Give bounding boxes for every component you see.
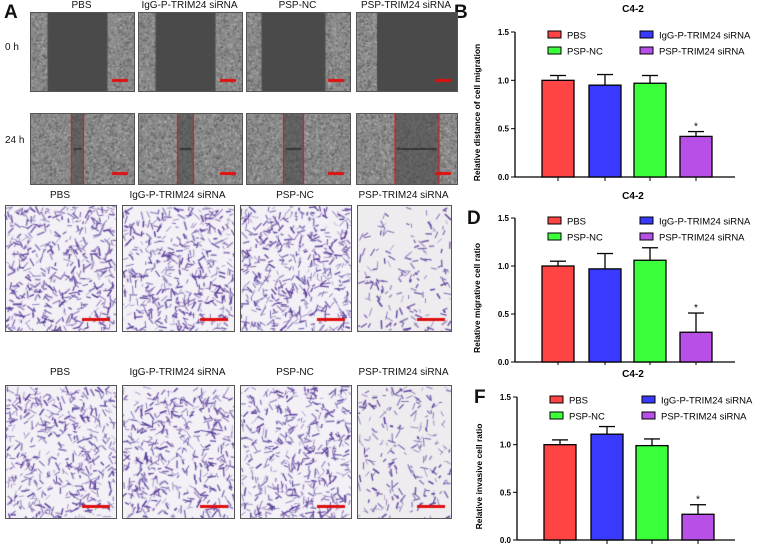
legend-label: PSP-TRIM24 siRNA xyxy=(659,233,745,244)
chart-f: C4-2 0.0 0.5 1.0 1.5 Relative invasive cell r… xyxy=(474,369,753,545)
bar xyxy=(679,135,713,178)
c-col-label: PSP-TRIM24 siRNA xyxy=(358,190,449,201)
legend-label: PSP-NC xyxy=(567,233,603,244)
y-tick-label: 0.5 xyxy=(500,488,512,497)
y-tick-label: 0.5 xyxy=(498,310,510,319)
transwell-image xyxy=(5,205,117,332)
transwell-image xyxy=(122,385,235,519)
c-col-label: IgG-P-TRIM24 siRNA xyxy=(129,190,226,201)
bar xyxy=(635,444,669,541)
legend-label: PBS xyxy=(569,396,588,407)
legend-swatch xyxy=(639,216,654,225)
significance-mark: * xyxy=(694,122,698,133)
legend-swatch xyxy=(549,395,564,404)
legend-swatch xyxy=(547,232,562,241)
bar xyxy=(679,331,713,363)
row-label-24h: 24 h xyxy=(5,135,25,146)
transwell-image xyxy=(240,205,352,332)
legend-label: PBS xyxy=(567,217,586,228)
y-tick-label: 0.0 xyxy=(500,536,512,545)
legend-swatch xyxy=(547,30,562,39)
wound-healing-image xyxy=(356,12,458,92)
transwell-image xyxy=(240,385,352,519)
a-col-label: PBS xyxy=(71,0,92,11)
panel-label-d: D xyxy=(467,208,481,229)
transwell-image xyxy=(5,385,117,519)
y-axis-label: Relative distance of cell migration xyxy=(472,44,482,181)
legend-label: PSP-TRIM24 siRNA xyxy=(661,412,747,423)
e-col-label: PSP-NC xyxy=(276,367,314,378)
legend-swatch xyxy=(641,395,656,404)
wound-healing-image xyxy=(246,12,351,92)
legend-label: PSP-NC xyxy=(569,412,605,423)
bar xyxy=(543,444,577,541)
wound-healing-image xyxy=(356,113,458,185)
y-tick-label: 0.0 xyxy=(498,358,510,365)
wound-healing-image xyxy=(138,12,243,92)
bar xyxy=(633,259,667,363)
chart-title: C4-2 xyxy=(622,369,644,380)
wound-healing-image xyxy=(246,113,351,185)
legend-label: PBS xyxy=(567,31,586,42)
legend-swatch xyxy=(641,411,656,420)
y-tick-label: 1.0 xyxy=(500,441,512,450)
c-col-label: PBS xyxy=(49,190,70,201)
transwell-image xyxy=(122,205,235,332)
y-axis-label: Relative invasive cell ratio xyxy=(474,424,484,530)
bar xyxy=(681,513,715,541)
y-tick-label: 0.0 xyxy=(498,173,510,182)
wound-healing-image xyxy=(30,113,135,185)
c-col-label: PSP-NC xyxy=(276,190,314,201)
significance-mark: * xyxy=(696,495,700,506)
panel-label-f: F xyxy=(474,387,486,408)
e-col-label: PSP-TRIM24 siRNA xyxy=(358,367,449,378)
bar xyxy=(541,265,575,363)
y-tick-label: 0.5 xyxy=(498,125,510,134)
bar xyxy=(541,79,575,178)
chart-d: C4-2 0.0 0.5 1.0 1.5 Relative migrative cell … xyxy=(472,191,751,365)
e-col-label: IgG-P-TRIM24 siRNA xyxy=(129,367,226,378)
y-axis-label: Relative migrative cell ratio xyxy=(472,243,482,353)
a-col-label: PSP-NC xyxy=(278,0,317,11)
e-col-label: PBS xyxy=(49,367,70,378)
legend-swatch xyxy=(547,216,562,225)
bar xyxy=(633,82,667,178)
legend-swatch xyxy=(639,30,654,39)
bar xyxy=(588,268,622,363)
row-label-0h: 0 h xyxy=(5,42,19,53)
legend-label: IgG-P-TRIM24 siRNA xyxy=(661,396,753,407)
y-tick-label: 1.5 xyxy=(498,28,510,37)
legend-label: IgG-P-TRIM24 siRNA xyxy=(659,217,751,228)
legend-swatch xyxy=(547,46,562,55)
chart-b: C4-2 0.0 0.5 1.0 1.5 Relative distance of cel… xyxy=(472,4,751,182)
legend-swatch xyxy=(639,232,654,241)
legend-swatch xyxy=(639,46,654,55)
legend-swatch xyxy=(549,411,564,420)
significance-mark: * xyxy=(694,303,698,314)
wound-healing-image xyxy=(30,12,135,92)
bar xyxy=(588,84,622,178)
wound-healing-image xyxy=(138,113,243,185)
legend-label: PSP-NC xyxy=(567,47,603,58)
y-tick-label: 1.5 xyxy=(498,214,510,223)
chart-title: C4-2 xyxy=(622,191,644,202)
a-col-label: PSP-TRIM24 siRNA xyxy=(360,0,451,11)
panel-label-a: A xyxy=(4,2,18,23)
a-col-label: IgG-P-TRIM24 siRNA xyxy=(141,0,238,11)
legend-label: PSP-TRIM24 siRNA xyxy=(659,47,745,58)
bar xyxy=(590,433,624,541)
transwell-image xyxy=(357,205,452,332)
y-tick-label: 1.5 xyxy=(500,393,512,402)
y-tick-label: 1.0 xyxy=(498,262,510,271)
chart-title: C4-2 xyxy=(622,4,644,15)
legend-label: IgG-P-TRIM24 siRNA xyxy=(659,31,751,42)
transwell-image xyxy=(357,385,452,519)
y-tick-label: 1.0 xyxy=(498,76,510,85)
